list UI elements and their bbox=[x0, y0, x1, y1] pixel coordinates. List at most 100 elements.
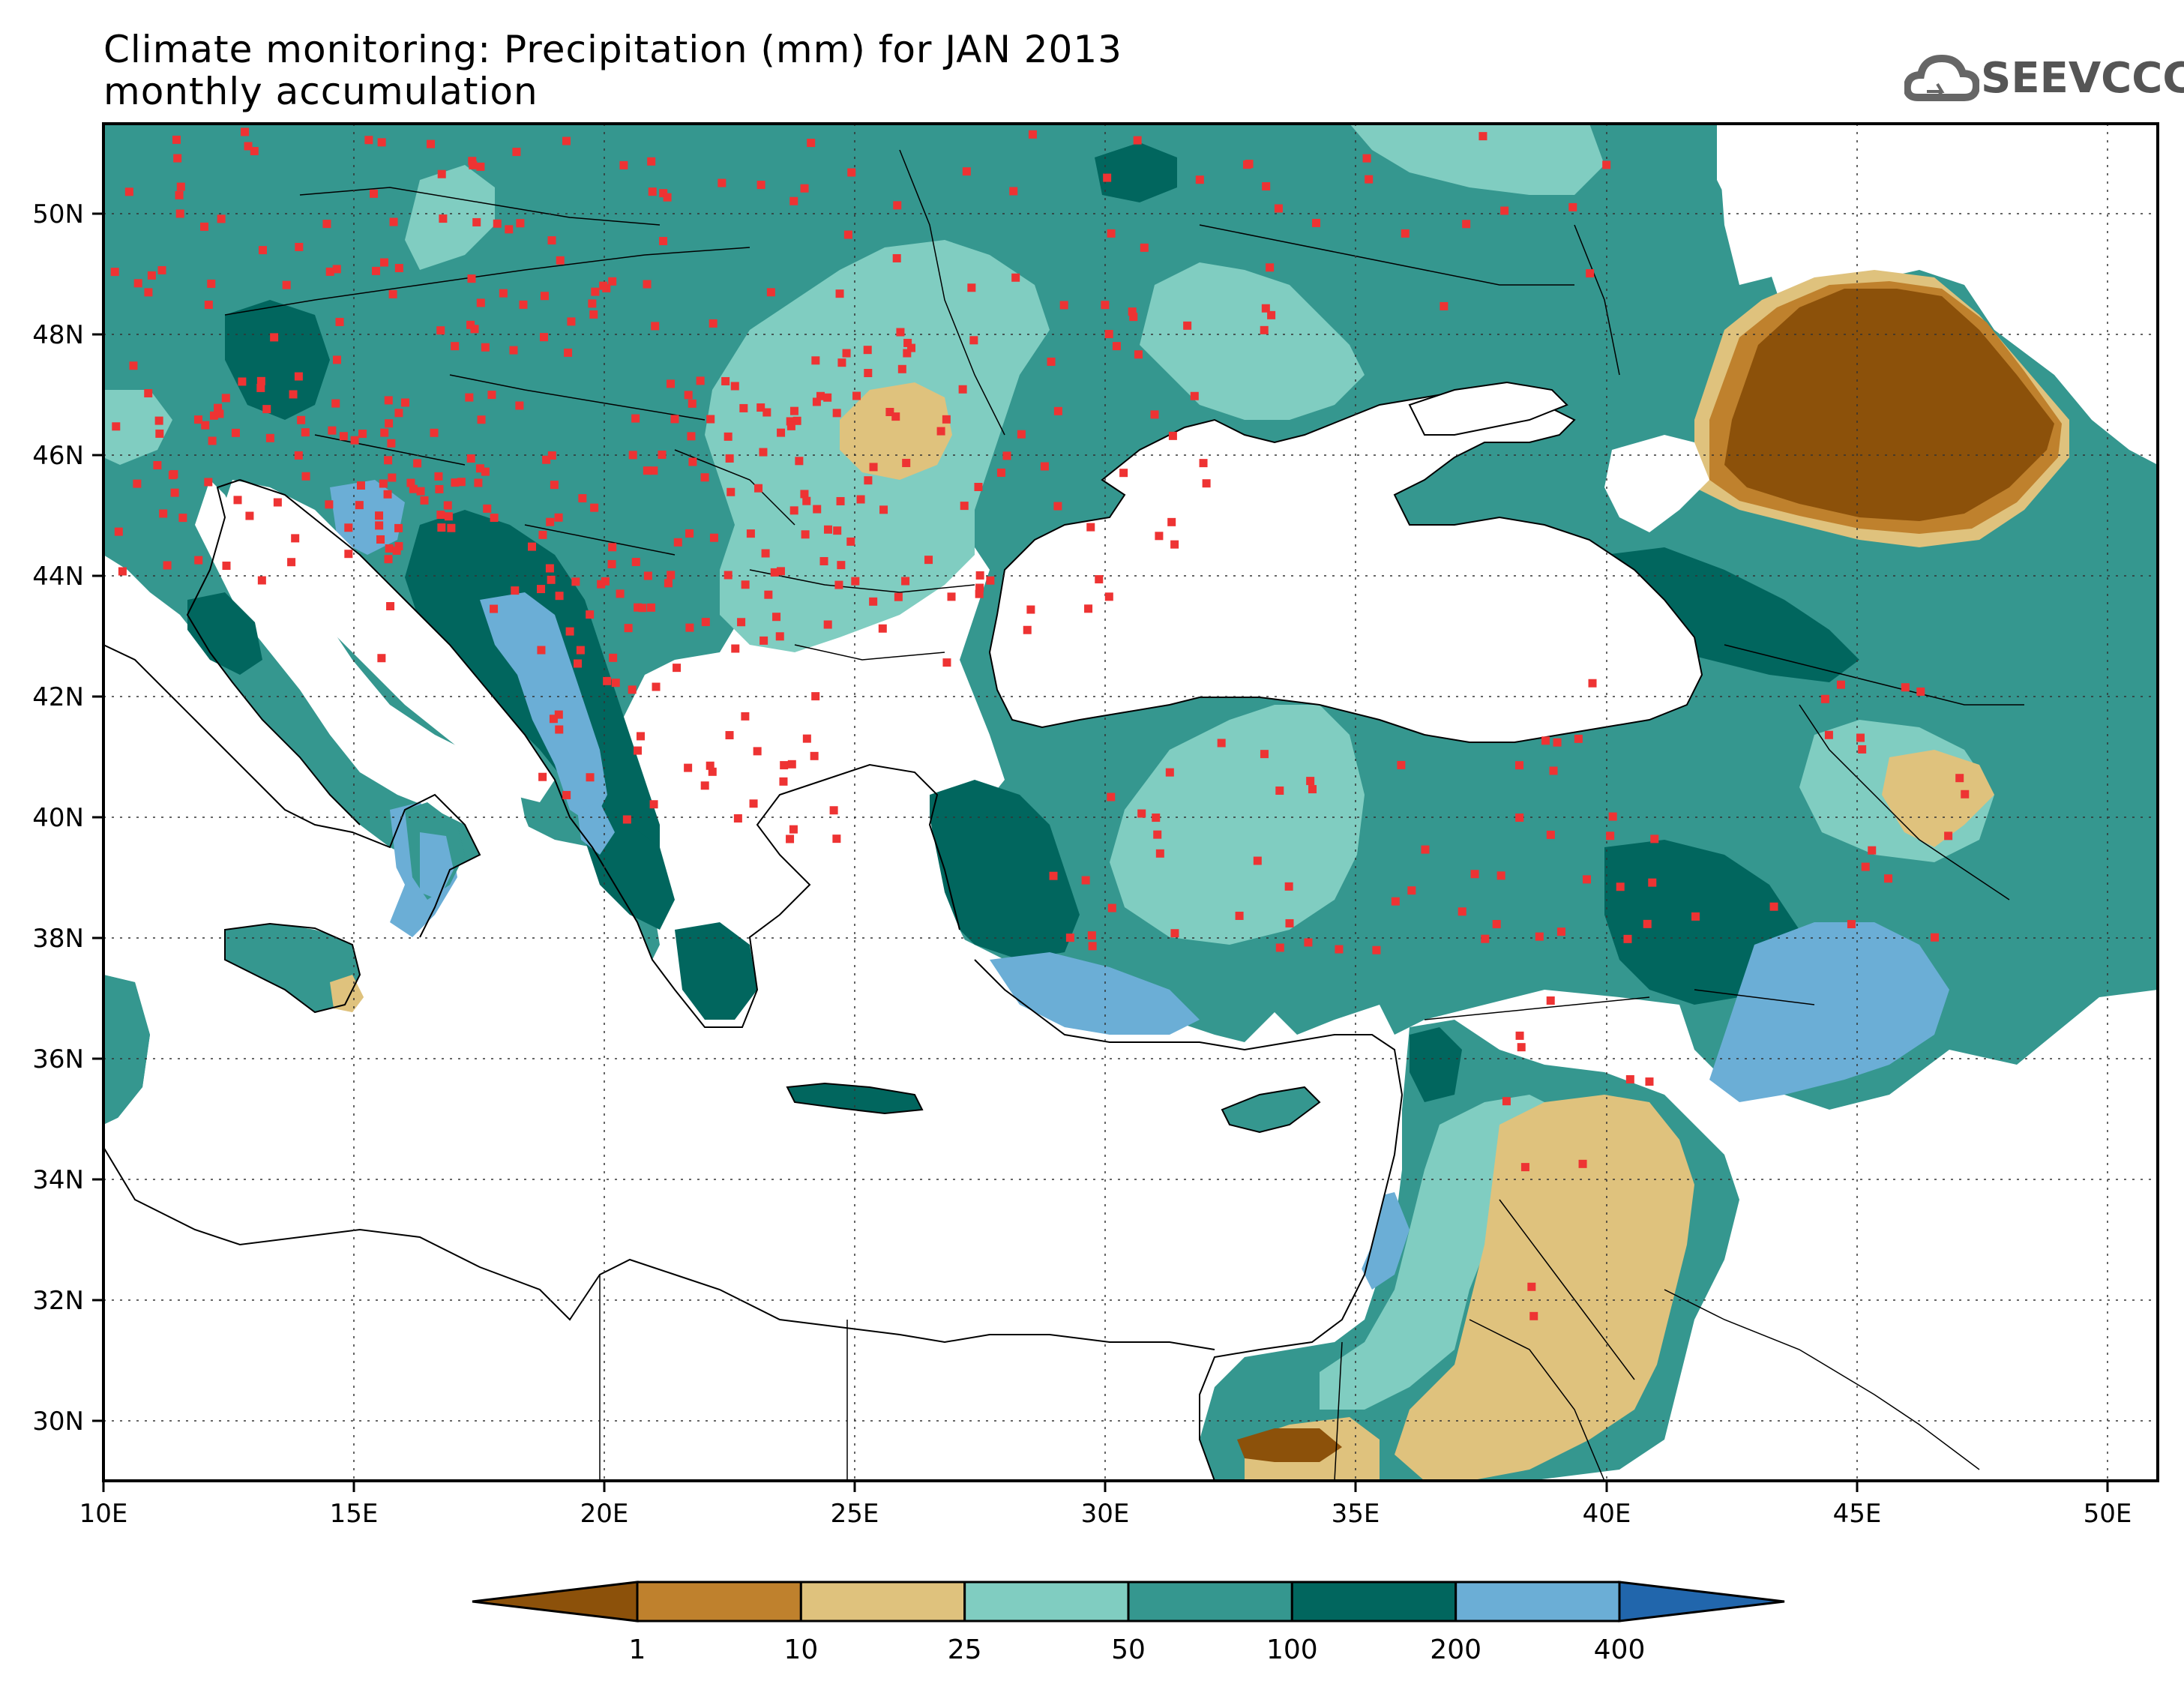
station-marker bbox=[786, 835, 795, 844]
mediterranean-sea bbox=[103, 825, 1395, 1481]
station-marker bbox=[385, 544, 394, 553]
station-marker bbox=[383, 490, 392, 499]
station-marker bbox=[721, 376, 730, 385]
caspian-gap bbox=[1604, 435, 1709, 532]
station-marker bbox=[112, 422, 121, 431]
station-marker bbox=[1165, 768, 1174, 777]
station-marker bbox=[649, 466, 658, 475]
station-marker bbox=[1104, 592, 1113, 601]
station-marker bbox=[863, 346, 872, 355]
station-marker bbox=[262, 405, 271, 414]
station-marker bbox=[811, 692, 820, 701]
station-marker bbox=[800, 184, 809, 193]
station-marker bbox=[1769, 902, 1778, 911]
station-marker bbox=[708, 767, 717, 776]
station-marker bbox=[537, 585, 546, 594]
station-marker bbox=[297, 415, 306, 424]
station-marker bbox=[1541, 736, 1550, 745]
station-marker bbox=[651, 322, 660, 331]
station-marker bbox=[843, 230, 852, 239]
station-marker bbox=[555, 725, 564, 734]
station-marker bbox=[1275, 943, 1284, 952]
station-marker bbox=[1492, 920, 1501, 929]
axis-tick-marks bbox=[92, 212, 2109, 1492]
station-marker bbox=[1517, 1043, 1526, 1052]
north-africa-coast bbox=[103, 1146, 1215, 1350]
station-marker bbox=[856, 495, 865, 504]
station-marker bbox=[996, 468, 1005, 477]
station-marker bbox=[287, 558, 296, 567]
station-marker bbox=[648, 187, 657, 196]
station-marker bbox=[652, 682, 661, 691]
station-marker bbox=[555, 592, 564, 601]
station-marker bbox=[724, 571, 732, 580]
y-tick-label: 36N bbox=[32, 1044, 84, 1074]
station-marker bbox=[786, 417, 795, 426]
y-tick-label: 32N bbox=[32, 1286, 84, 1316]
station-marker bbox=[766, 288, 775, 297]
station-marker bbox=[1107, 903, 1116, 912]
colorbar-label: 400 bbox=[1594, 1635, 1646, 1665]
station-marker bbox=[153, 461, 162, 470]
station-marker bbox=[842, 349, 851, 358]
station-marker bbox=[643, 571, 652, 580]
station-marker bbox=[168, 471, 177, 480]
colorbar-box bbox=[1127, 1581, 1293, 1623]
station-marker bbox=[687, 432, 696, 441]
station-marker bbox=[1574, 734, 1583, 743]
field-25-50-ukraine bbox=[1140, 262, 1365, 420]
station-marker bbox=[208, 436, 217, 445]
station-marker bbox=[1529, 1311, 1538, 1320]
station-marker bbox=[1107, 229, 1116, 238]
station-marker bbox=[789, 406, 798, 415]
field-10-25-syria bbox=[1395, 1095, 1694, 1481]
station-marker bbox=[753, 747, 762, 756]
colorbar-box bbox=[1290, 1581, 1457, 1623]
station-marker bbox=[332, 265, 341, 274]
field-25-50-germany bbox=[405, 165, 495, 270]
y-tick-label: 50N bbox=[32, 199, 84, 229]
station-marker bbox=[472, 217, 481, 226]
station-marker bbox=[688, 399, 697, 408]
cyprus-coast bbox=[1221, 1086, 1321, 1134]
station-marker bbox=[194, 556, 203, 565]
station-marker bbox=[400, 398, 409, 407]
station-marker bbox=[159, 509, 168, 518]
station-marker bbox=[1365, 175, 1374, 184]
sicily-redraw bbox=[225, 924, 360, 1012]
station-marker bbox=[1520, 1163, 1529, 1172]
station-marker bbox=[238, 377, 247, 386]
x-tick-label: 25E bbox=[831, 1499, 879, 1529]
station-marker bbox=[960, 502, 969, 511]
greece-west-coast bbox=[585, 825, 675, 930]
field-100-200-italy bbox=[187, 592, 262, 675]
station-marker bbox=[777, 428, 786, 437]
station-marker bbox=[476, 162, 485, 171]
x-tick-label: 40E bbox=[1583, 1499, 1631, 1529]
station-marker bbox=[836, 496, 845, 505]
station-marker bbox=[1401, 229, 1410, 238]
station-marker bbox=[1884, 874, 1893, 883]
station-marker bbox=[505, 225, 514, 234]
station-marker bbox=[1568, 202, 1577, 211]
station-marker bbox=[355, 501, 364, 510]
station-marker bbox=[901, 577, 910, 586]
station-marker bbox=[864, 476, 873, 485]
station-marker bbox=[542, 455, 551, 464]
station-marker bbox=[474, 478, 483, 487]
station-marker bbox=[118, 567, 127, 576]
field-200-400-iraq bbox=[1709, 922, 1949, 1102]
station-marker bbox=[619, 160, 628, 169]
station-marker bbox=[273, 498, 282, 507]
station-marker bbox=[175, 209, 184, 218]
station-marker bbox=[175, 190, 184, 199]
station-marker bbox=[358, 430, 367, 439]
x-tick-label: 45E bbox=[1833, 1499, 1882, 1529]
station-marker bbox=[515, 401, 524, 410]
station-marker bbox=[1168, 431, 1177, 440]
x-tick-label: 50E bbox=[2084, 1499, 2132, 1529]
station-marker bbox=[1856, 733, 1865, 742]
station-marker bbox=[241, 127, 250, 136]
station-marker bbox=[770, 568, 779, 577]
station-marker bbox=[1586, 269, 1595, 278]
